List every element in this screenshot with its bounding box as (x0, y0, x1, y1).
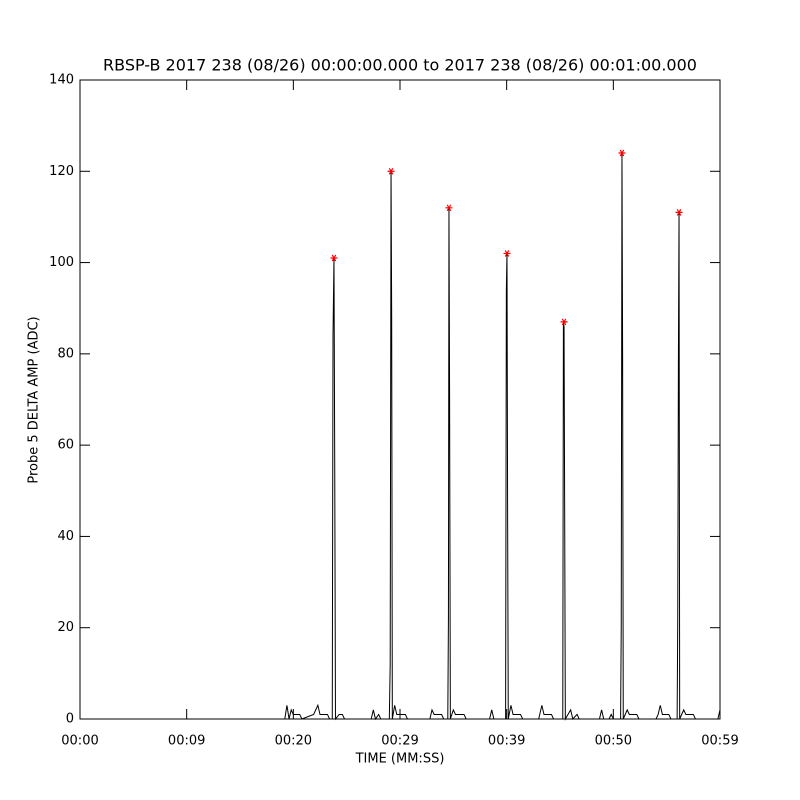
peak-marker (618, 149, 626, 157)
chart-title: RBSP-B 2017 238 (08/26) 00:00:00.000 to … (103, 56, 697, 75)
peak-marker (503, 250, 511, 257)
x-axis-label: TIME (MM:SS) (355, 752, 445, 767)
x-tick-label: 00:00 (61, 734, 98, 749)
y-tick-label: 0 (66, 712, 74, 727)
y-tick-label: 140 (49, 73, 74, 88)
peak-marker (560, 318, 568, 326)
y-axis-label: Probe 5 DELTA AMP (ADC) (27, 316, 42, 483)
y-tick-label: 20 (57, 620, 74, 635)
y-tick-label: 60 (57, 438, 74, 453)
x-tick-label: 00:29 (381, 734, 418, 749)
y-tick-label: 120 (49, 164, 74, 179)
peak-marker (330, 254, 338, 262)
peak-marker (445, 204, 453, 212)
y-tick-label: 100 (49, 255, 74, 270)
peak-marker (387, 167, 395, 175)
x-tick-label: 00:09 (168, 734, 205, 749)
y-tick-label: 40 (57, 529, 74, 544)
y-tick-label: 80 (57, 346, 74, 361)
data-line (80, 153, 721, 721)
x-tick-label: 00:50 (595, 734, 632, 749)
peak-marker (675, 209, 683, 216)
plot-frame (79, 79, 721, 720)
x-tick-label: 00:39 (488, 734, 525, 749)
x-tick-label: 00:20 (275, 734, 312, 749)
x-tick-label: 00:59 (701, 734, 738, 749)
